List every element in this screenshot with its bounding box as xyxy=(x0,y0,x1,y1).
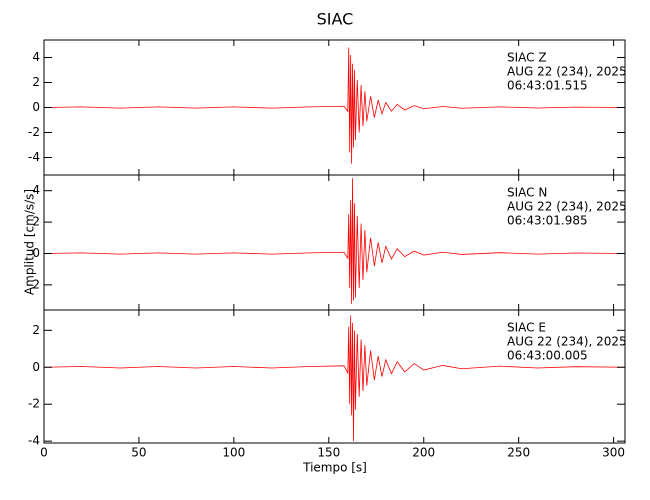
y-tick-label: 2 xyxy=(32,75,40,89)
x-axis-label: Tiempo [s] xyxy=(302,461,367,475)
chart-title: SIAC xyxy=(317,10,354,29)
annotation: AUG 22 (234), 2025 xyxy=(507,200,627,214)
y-tick-label: 4 xyxy=(32,50,40,64)
y-tick-label: 0 xyxy=(32,246,40,260)
y-tick-label: -2 xyxy=(28,125,40,139)
annotation: 06:43:00.005 xyxy=(507,349,588,363)
annotation: SIAC E xyxy=(507,321,546,335)
annotation: AUG 22 (234), 2025 xyxy=(507,335,627,349)
annotation: SIAC N xyxy=(507,186,547,200)
annotation: 06:43:01.515 xyxy=(507,79,588,93)
y-tick-label: 4 xyxy=(32,183,40,197)
y-tick-label: 0 xyxy=(32,100,40,114)
y-tick-label: -4 xyxy=(28,434,40,448)
x-tick-label: 0 xyxy=(40,446,48,460)
waveform xyxy=(43,178,626,304)
waveform xyxy=(43,47,626,164)
y-axis-label: Amplitud [cm/s/s] xyxy=(23,189,37,295)
annotation: AUG 22 (234), 2025 xyxy=(507,65,627,79)
annotation: 06:43:01.985 xyxy=(507,214,588,228)
x-tick-label: 300 xyxy=(602,446,625,460)
y-tick-label: 2 xyxy=(32,215,40,229)
waveform xyxy=(43,315,626,442)
x-tick-label: 150 xyxy=(317,446,340,460)
y-tick-label: -2 xyxy=(28,397,40,411)
y-tick-label: 2 xyxy=(32,323,40,337)
x-tick-label: 50 xyxy=(131,446,146,460)
x-tick-label: 250 xyxy=(507,446,530,460)
annotation: SIAC Z xyxy=(507,51,547,65)
x-tick-label: 200 xyxy=(412,446,435,460)
panel-frame xyxy=(43,309,626,444)
x-tick-label: 100 xyxy=(222,446,245,460)
y-tick-label: -4 xyxy=(28,150,40,164)
y-tick-label: -2 xyxy=(28,277,40,291)
y-tick-label: 0 xyxy=(32,360,40,374)
